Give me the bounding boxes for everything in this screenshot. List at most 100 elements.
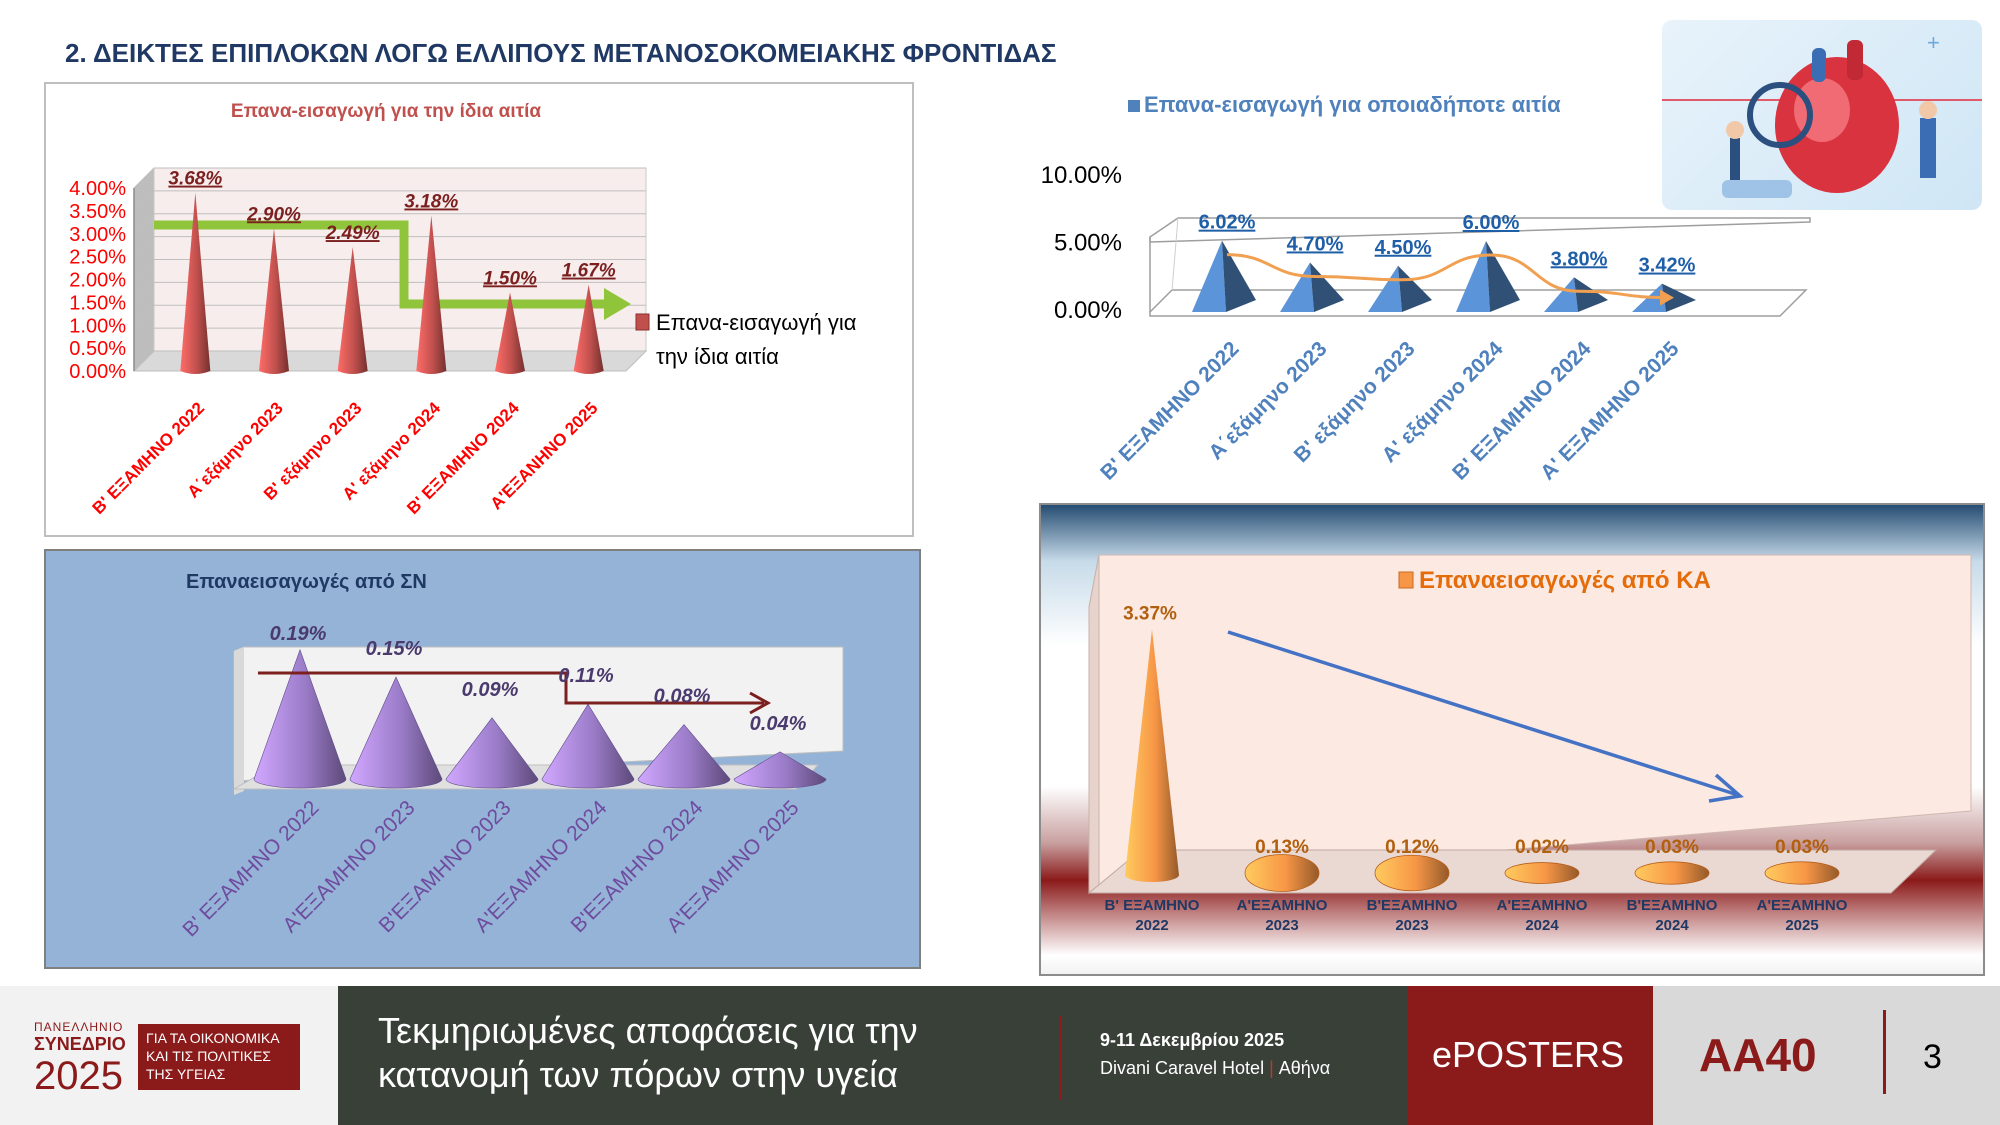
chart-3-title: Επαναεισαγωγές από ΣΝ	[186, 571, 427, 593]
chart-2-bar-side	[1310, 262, 1344, 312]
chart-1-bar	[495, 292, 525, 374]
chart-1-y-tick: 2.50%	[69, 247, 126, 269]
chart-4-value-label: 0.03%	[1645, 837, 1699, 858]
slide-title: 2. ΔΕΙΚΤΕΣ ΕΠΙΠΛΟΚΩΝ ΛΟΓΩ ΕΛΛΙΠΟΥΣ ΜΕΤΑΝ…	[65, 38, 1057, 68]
chart-2-bar-face	[1456, 241, 1490, 312]
chart-2-value-label: 6.02%	[1199, 212, 1256, 234]
chart-2-bar-side	[1486, 241, 1520, 312]
chart-same-cause-readmission: Επανα-εισαγωγή για την ίδια αιτία 4.00% 3…	[44, 82, 914, 537]
chart-4-category-label: Β'ΕΞΑΜΗΝΟ 2023	[1367, 897, 1458, 934]
chart-any-cause-readmission: Επανα-εισαγωγή για οποιαδήποτε αιτία 10.…	[1010, 90, 1840, 510]
chart-1-category-label: Β' ΕΞΑΜΗΝΟ 2022	[89, 398, 209, 518]
chart-2-bar-side	[1662, 283, 1696, 312]
chart-1-y-tick: 4.00%	[69, 178, 126, 200]
chart-1-value-label: 2.49%	[325, 223, 380, 244]
chart-2-value-label: 3.42%	[1639, 255, 1696, 277]
chart-2-bar-side	[1222, 240, 1256, 312]
chart-3-value-label: 0.08%	[654, 686, 711, 708]
chart-4-bar	[1374, 854, 1450, 892]
chart-3-value-label: 0.15%	[366, 638, 423, 660]
chart-1-y-tick: 0.00%	[69, 361, 126, 383]
chart-1-bar	[573, 284, 604, 374]
chart-4-value-label: 0.13%	[1255, 837, 1309, 858]
chart-2-bar-face	[1544, 277, 1578, 312]
chart-4-title: Επαναεισαγωγές από ΚΑ	[1419, 567, 1711, 594]
theme-line-2: κατανομή των πόρων στην υγεία	[378, 1054, 898, 1095]
chart-4-svg: Επαναεισαγωγές από ΚΑ 3.37% 0.13% 0.12% 0.0…	[1087, 554, 1972, 934]
chart-1-legend-label: Επανα-εισαγωγή για την ίδια αιτία	[656, 310, 863, 369]
chart-2-y-tick: 5.00%	[1054, 230, 1122, 257]
chart-2-value-label: 4.50%	[1375, 237, 1432, 259]
chart-3-bar	[349, 676, 443, 789]
trend-line-orange	[1226, 253, 1668, 300]
chart-1-title: Επανα-εισαγωγή για την ίδια αιτία	[231, 101, 541, 122]
chart-4-bar	[1634, 861, 1710, 885]
chart-4-value-label: 0.12%	[1385, 837, 1439, 858]
venue-hotel: Divani Caravel Hotel	[1100, 1058, 1265, 1078]
trend-line-arrowhead	[1660, 289, 1674, 306]
conference-theme: Τεκμηριωμένες αποφάσεις για την κατανομή…	[338, 986, 1408, 1125]
chart-3-bar	[541, 703, 635, 789]
chart-4-bar	[1244, 854, 1320, 892]
chart-2-y-tick: 0.00%	[1054, 297, 1122, 324]
venue-separator: |	[1264, 1058, 1279, 1078]
chart-1-y-tick: 3.50%	[69, 201, 126, 223]
conference-dates: 9-11 Δεκεμβρίου 2025	[1100, 1030, 1285, 1050]
chart-4-bar	[1764, 861, 1840, 885]
chart-4-bar	[1125, 629, 1179, 882]
logo-line-2: ΣΥΝΕΔΡΙΟ	[34, 1034, 126, 1054]
chart-3-bar	[733, 751, 827, 789]
cardiology-illustration: +	[1662, 20, 1982, 210]
chart-3-svg: Επαναεισαγωγές από ΣΝ 0.19% 0.15% 0.09% 0.1…	[178, 571, 844, 941]
chart-2-bar-face	[1368, 265, 1402, 312]
svg-text:+: +	[1927, 30, 1940, 55]
chart-1-value-label: 3.68%	[168, 169, 222, 190]
trend-arrow-blue	[1227, 630, 1744, 803]
chart-3-bar	[445, 717, 539, 789]
chart-2-legend-swatch	[1128, 100, 1140, 112]
chart-4-legend-swatch	[1398, 571, 1414, 589]
trend-arrow-darkred	[258, 671, 772, 715]
chart-1-legend: Επανα-εισαγωγή για την ίδια αιτία	[635, 310, 863, 369]
logo-year: 2025	[34, 1054, 123, 1098]
logo-tag-2: ΚΑΙ ΤΙΣ ΠΟΛΙΤΙΚΕΣ	[146, 1048, 271, 1064]
chart-2-y-tick: 10.00%	[1041, 162, 1122, 189]
chart-1-bar	[337, 247, 368, 374]
chart-2-bar-side	[1398, 265, 1432, 312]
page-number: 3	[1923, 1038, 1942, 1076]
logo-tag-3: ΤΗΣ ΥΓΕΙΑΣ	[146, 1066, 226, 1082]
chart-2-bar-face	[1192, 240, 1226, 312]
chart-3-value-label: 0.09%	[462, 679, 519, 701]
chart-1-value-label: 3.18%	[404, 192, 458, 213]
chart-3-value-label: 0.19%	[270, 623, 327, 645]
chart-3-bar	[253, 648, 347, 789]
chart-3-bar	[637, 724, 731, 789]
chart-2-svg: Επανα-εισαγωγή για οποιαδήποτε αιτία 10.…	[1041, 92, 1811, 485]
chart-1-y-tick: 0.50%	[69, 338, 126, 360]
chart-1-y-tick: 2.00%	[69, 270, 126, 292]
chart-2-bar-face	[1280, 262, 1314, 312]
chart-1-y-tick: 1.50%	[69, 292, 126, 314]
footer-banner: ΠΑΝΕΛΛΗΝΙΟ ΣΥΝΕΔΡΙΟ 2025 ΓΙΑ ΤΑ ΟΙΚΟΝΟΜΙ…	[0, 986, 2000, 1125]
chart-1-value-label: 2.90%	[246, 204, 301, 225]
logo-line-1: ΠΑΝΕΛΛΗΝΙΟ	[34, 1020, 124, 1034]
eposters-badge: ePOSTERS	[1408, 986, 1653, 1125]
trend-arrow-green	[154, 220, 631, 320]
venue-city: Αθήνα	[1278, 1058, 1331, 1078]
chart-readmission-ka: Επαναεισαγωγές από ΚΑ 3.37% 0.13% 0.12% 0.0…	[1039, 503, 1985, 976]
chart-1-value-label: 1.67%	[562, 261, 616, 282]
chart-4-category-label: Α'ΕΞΑΜΗΝΟ 2023	[1237, 897, 1328, 934]
chart-4-category-label: Α'ΕΞΑΜΗΝΟ 2024	[1497, 897, 1588, 934]
poster-code-area: AA40 3	[1653, 986, 2000, 1125]
theme-line-1: Τεκμηριωμένες αποφάσεις για την	[378, 1010, 918, 1051]
conference-venue: Divani Caravel Hotel | Αθήνα	[1100, 1058, 1330, 1079]
chart-4-category-label: Β' ΕΞΑΜΗΝΟ 2022	[1105, 897, 1200, 934]
chart-1-value-label: 1.50%	[483, 268, 537, 289]
conference-logo: ΠΑΝΕΛΛΗΝΙΟ ΣΥΝΕΔΡΙΟ 2025 ΓΙΑ ΤΑ ΟΙΚΟΝΟΜΙ…	[0, 986, 338, 1125]
chart-4-value-label: 3.37%	[1123, 603, 1177, 624]
chart-1-svg: Επανα-εισαγωγή για την ίδια αιτία 4.00%3…	[69, 101, 863, 518]
chart-2-value-label: 4.70%	[1287, 233, 1344, 255]
chart-4-value-label: 0.03%	[1775, 837, 1829, 858]
logo-tag-1: ΓΙΑ ΤΑ ΟΙΚΟΝΟΜΙΚΑ	[146, 1030, 280, 1046]
code-divider	[1883, 1010, 1886, 1094]
